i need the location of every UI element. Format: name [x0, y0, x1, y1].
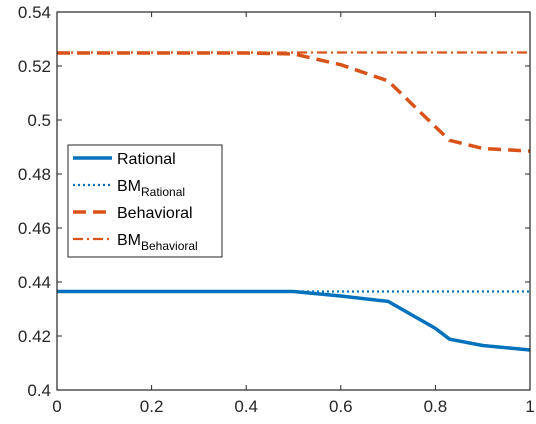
legend-label: Behavioral — [117, 205, 193, 222]
series-layer — [57, 51, 531, 352]
x-tick-label: 0 — [52, 397, 61, 416]
x-tick-label: 0.8 — [424, 397, 448, 416]
legend: Rational BMRational Behavioral BMBehavioral — [67, 144, 223, 258]
x-tick-label: 0.2 — [140, 397, 164, 416]
axes-box — [56, 11, 531, 391]
y-tick-label: 0.46 — [18, 219, 51, 238]
legend-label: BMBehavioral — [117, 232, 198, 253]
y-tick-label: 0.5 — [27, 111, 51, 130]
axes-layer: 0 0.2 0.4 0.6 0.8 1 0.4 0.42 0.44 0.46 0.48 0.5 0.52… — [18, 3, 535, 416]
legend-label: BMRational — [117, 178, 185, 199]
y-tick-label: 0.52 — [18, 57, 51, 76]
x-tick-label: 0.4 — [234, 397, 258, 416]
y-tick-label: 0.4 — [27, 381, 51, 400]
x-tick-label: 1 — [525, 397, 534, 416]
x-tick-label: 0.6 — [329, 397, 353, 416]
y-tick-label: 0.54 — [18, 3, 51, 22]
y-tick-label: 0.48 — [18, 165, 51, 184]
y-tick-label: 0.44 — [18, 273, 51, 292]
legend-label: Rational — [117, 151, 176, 168]
y-tick-label: 0.42 — [18, 327, 51, 346]
